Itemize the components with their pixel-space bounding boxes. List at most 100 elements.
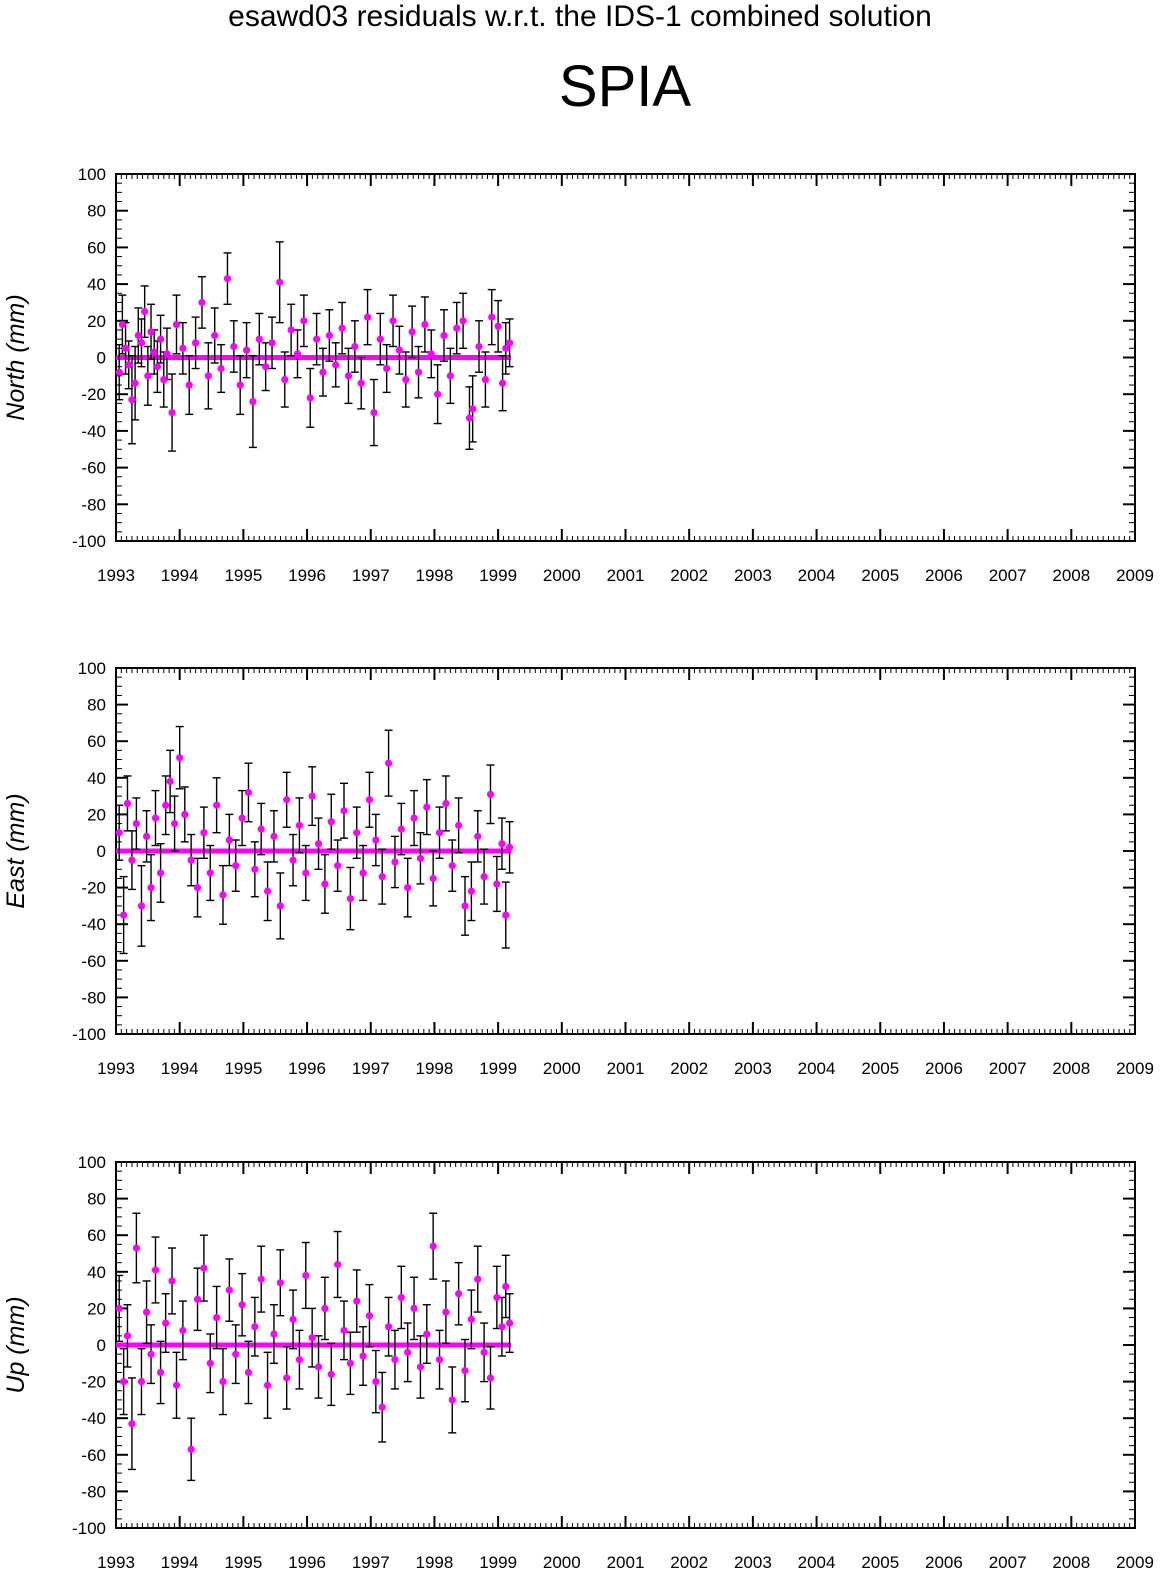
data-point — [302, 1271, 310, 1280]
data-point — [263, 887, 272, 895]
data-point — [123, 799, 132, 808]
data-point — [459, 317, 467, 325]
x-tick-label: 1996 — [288, 566, 326, 585]
data-point — [289, 856, 297, 864]
data-point — [446, 372, 454, 380]
x-tick-label: 1997 — [352, 566, 390, 585]
data-point — [372, 836, 380, 844]
x-tick-label: 1995 — [224, 1059, 262, 1078]
x-tick-label: 2004 — [798, 1553, 836, 1572]
data-point — [435, 1356, 444, 1364]
data-point — [376, 335, 384, 343]
data-point — [211, 331, 219, 340]
x-tick-label: 1997 — [352, 1059, 390, 1078]
data-point — [249, 397, 257, 406]
data-point — [168, 1277, 176, 1285]
y-tick-label: -100 — [72, 1025, 106, 1044]
x-tick-label: 1997 — [352, 1553, 390, 1572]
data-point — [232, 1350, 240, 1358]
x-tick-label: 1999 — [479, 566, 517, 585]
data-point — [283, 796, 291, 804]
data-point — [442, 1308, 450, 1316]
y-tick-label: 60 — [87, 238, 106, 257]
data-point — [276, 1279, 284, 1287]
y-tick-label: -100 — [72, 1519, 106, 1538]
data-point — [244, 1368, 253, 1377]
data-point — [397, 825, 405, 833]
data-point — [128, 1420, 136, 1428]
x-tick-label: 2000 — [543, 1553, 581, 1572]
data-point — [200, 829, 208, 837]
data-point — [302, 869, 310, 877]
data-point — [474, 1275, 482, 1283]
x-tick-label: 2009 — [1116, 1059, 1154, 1078]
data-point — [193, 1295, 202, 1303]
y-tick-label: 80 — [87, 202, 106, 221]
data-point — [365, 796, 374, 804]
data-point — [488, 313, 496, 321]
y-tick-label: -80 — [81, 495, 106, 514]
data-point — [357, 379, 365, 387]
y-tick-label: 20 — [87, 805, 106, 824]
data-point — [461, 1367, 469, 1375]
x-tick-label: 2003 — [734, 566, 772, 585]
data-point — [493, 1293, 501, 1302]
data-point — [455, 821, 463, 829]
data-point — [300, 317, 308, 325]
x-tick-label: 1994 — [161, 566, 199, 585]
data-point — [147, 328, 155, 336]
data-point — [465, 414, 474, 422]
data-point — [242, 346, 251, 354]
data-point — [276, 278, 284, 286]
data-point — [147, 884, 155, 892]
data-point — [219, 891, 227, 899]
y-tick-label: -20 — [81, 879, 106, 898]
data-point — [397, 1293, 405, 1302]
data-point — [505, 339, 514, 347]
data-point — [213, 801, 221, 809]
data-point — [467, 887, 475, 895]
data-point — [325, 331, 333, 340]
data-point — [502, 1282, 510, 1291]
x-tick-label: 1994 — [161, 1059, 199, 1078]
data-point — [346, 894, 354, 903]
data-point — [353, 829, 361, 837]
data-point — [151, 814, 160, 822]
x-tick-label: 1999 — [479, 1059, 517, 1078]
x-tick-label: 2001 — [607, 566, 645, 585]
data-point — [168, 408, 176, 417]
data-point — [187, 856, 195, 864]
data-point — [481, 375, 489, 384]
data-point — [505, 843, 514, 851]
data-point — [384, 1323, 393, 1331]
x-tick-label: 1995 — [224, 1553, 262, 1572]
x-tick-label: 2006 — [925, 1059, 963, 1078]
data-point — [131, 379, 139, 387]
data-point — [193, 884, 202, 892]
data-point — [132, 819, 140, 828]
data-point — [121, 344, 130, 352]
x-tick-label: 2000 — [543, 566, 581, 585]
data-point — [156, 1368, 165, 1377]
data-point — [384, 759, 393, 767]
data-point — [156, 869, 165, 877]
data-point — [486, 790, 495, 798]
x-tick-label: 2008 — [1052, 566, 1090, 585]
panel-up: 1993 1994 1995 1996 1997 1998 1999 2000 2001 2002… — [2, 1153, 1154, 1572]
x-tick-label: 2005 — [861, 1059, 899, 1078]
data-point — [378, 1403, 386, 1411]
data-point — [314, 840, 323, 848]
y-tick-label: 60 — [87, 732, 106, 751]
y-tick-label: 80 — [87, 1190, 106, 1209]
x-tick-label: 2005 — [861, 566, 899, 585]
data-point — [423, 1330, 431, 1338]
data-point — [389, 317, 397, 325]
data-point — [498, 840, 506, 848]
data-point — [163, 350, 171, 358]
y-tick-label: -80 — [81, 1482, 106, 1501]
data-point — [153, 363, 161, 371]
data-point — [372, 1378, 380, 1386]
x-tick-label: 2008 — [1052, 1553, 1090, 1572]
data-point — [262, 363, 270, 371]
y-tick-label: 100 — [78, 659, 106, 678]
